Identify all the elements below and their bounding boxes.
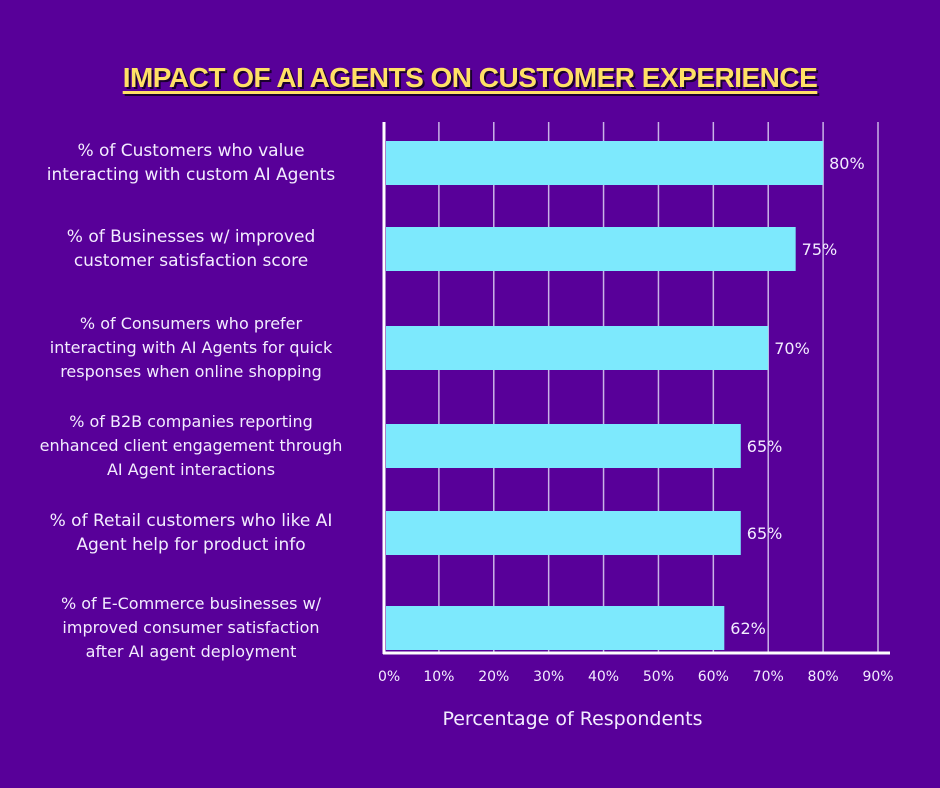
x-tick-label: 80% [808, 669, 839, 685]
value-label: 65% [747, 437, 783, 456]
category-label-line: % of E-Commerce businesses w/ [60, 594, 322, 613]
chart-title-text: IMPACT OF AI AGENTS ON CUSTOMER EXPERIEN… [122, 62, 818, 93]
axes [382, 122, 890, 655]
bar [386, 227, 796, 271]
category-label-line: Agent help for product info [76, 535, 306, 555]
x-tick-label: 0% [378, 669, 400, 685]
chart-title: IMPACT OF AI AGENTS ON CUSTOMER EXPERIEN… [0, 62, 940, 94]
value-label: 65% [747, 524, 783, 543]
category-label: % of B2B companies reporting enhanced cli… [10, 410, 372, 482]
x-axis-label: Percentage of Respondents [442, 708, 703, 730]
category-label: % of Consumers who prefer interacting wit… [10, 312, 372, 384]
bar [386, 424, 741, 468]
category-label-line: improved consumer satisfaction [62, 618, 320, 637]
x-tick-label: 60% [698, 669, 729, 685]
category-label: % of E-Commerce businesses w/improved co… [10, 592, 372, 664]
category-label-line: % of Retail customers who like AI [49, 511, 333, 531]
x-tick-label: 40% [588, 669, 619, 685]
value-label: 75% [802, 240, 838, 259]
bar [386, 141, 824, 185]
bar [386, 606, 725, 650]
x-tick-label: 30% [533, 669, 564, 685]
x-tick-label: 10% [423, 669, 454, 685]
category-label-line: % of Customers who value [77, 141, 305, 161]
category-label-line: % of Consumers who prefer [79, 314, 303, 333]
category-label-line: interacting with custom AI Agents [46, 165, 336, 185]
category-label-line: responses when online shopping [60, 362, 322, 381]
bars [386, 141, 824, 650]
x-tick-label: 20% [478, 669, 509, 685]
category-label-line: AI Agent interactions [106, 460, 276, 479]
x-tick-labels: 0% 10% 20% 30% 40% 50% 60% 70% 80% 90% [378, 669, 894, 685]
value-label: 62% [730, 619, 766, 638]
category-label-line: enhanced client engagement through [39, 436, 343, 455]
value-labels: 80% 75% 70% 65% 65% 62% [730, 154, 864, 638]
category-label-line: after AI agent deployment [85, 642, 297, 661]
value-label: 70% [774, 339, 810, 358]
x-tick-label: 70% [753, 669, 784, 685]
category-label: % of Customers who value interacting with… [10, 139, 372, 187]
category-label-line: % of B2B companies reporting [69, 412, 313, 431]
x-tick-label: 50% [643, 669, 674, 685]
bar [386, 326, 769, 370]
x-tick-label: 90% [862, 669, 893, 685]
value-label: 80% [829, 154, 865, 173]
category-label: % of Retail customers who like AI Agent h… [10, 509, 372, 557]
gridlines [438, 122, 879, 652]
category-label-line: % of Businesses w/ improved [66, 227, 316, 247]
bar [386, 511, 741, 555]
category-label-line: interacting with AI Agents for quick [49, 338, 333, 357]
category-label-line: customer satisfaction score [73, 251, 309, 271]
category-label: % of Businesses w/ improved customer sati… [10, 225, 372, 273]
